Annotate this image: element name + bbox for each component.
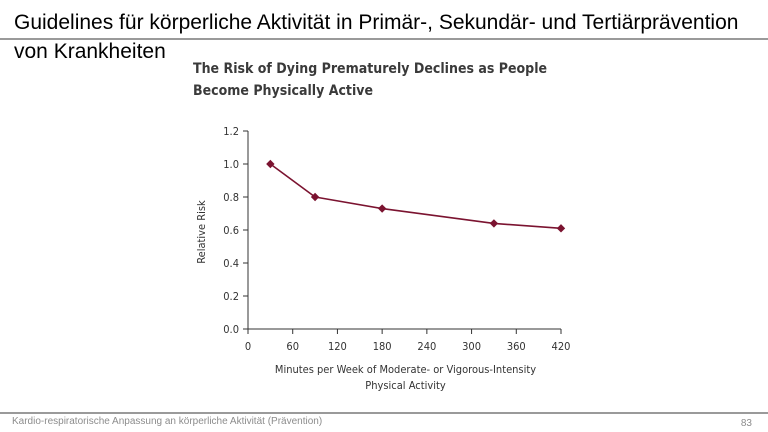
- data-point-marker: [489, 219, 499, 228]
- y-tick-label: 0.4: [223, 257, 239, 270]
- x-tick-label: 180: [373, 340, 392, 353]
- x-tick-label: 120: [328, 340, 347, 353]
- slide-title: Guidelines für körperliche Aktivität in …: [14, 11, 739, 63]
- x-tick-label: 300: [462, 340, 481, 353]
- chart-title-line: Become Physically Active: [193, 83, 373, 99]
- y-tick-label: 1.2: [223, 125, 239, 138]
- data-point-marker: [310, 192, 320, 202]
- x-tick-label: 420: [552, 340, 571, 353]
- page-number: 83: [740, 418, 752, 429]
- chart-title-line: The Risk of Dying Prematurely Declines a…: [193, 61, 547, 77]
- y-tick-label: 0.0: [223, 323, 239, 336]
- x-axis-label-line: Minutes per Week of Moderate- or Vigorou…: [275, 363, 536, 376]
- footer-text: Kardio-respiratorische Anpassung an körp…: [12, 416, 323, 427]
- y-axis-label: Relative Risk: [195, 200, 208, 264]
- y-tick-label: 0.8: [223, 191, 239, 204]
- data-point-marker: [266, 159, 275, 169]
- x-tick-label: 240: [417, 340, 436, 353]
- x-tick-label: 0: [245, 340, 251, 353]
- x-axis-label-line: Physical Activity: [365, 379, 446, 392]
- title-divider: [0, 38, 768, 40]
- y-tick-label: 0.2: [223, 290, 239, 303]
- y-tick-label: 0.6: [223, 224, 239, 237]
- data-point-marker: [556, 224, 566, 233]
- x-tick-label: 60: [286, 340, 299, 353]
- footer-divider: [0, 412, 768, 414]
- x-tick-label: 360: [507, 340, 526, 353]
- y-tick-label: 1.0: [223, 158, 239, 171]
- data-point-marker: [377, 204, 387, 213]
